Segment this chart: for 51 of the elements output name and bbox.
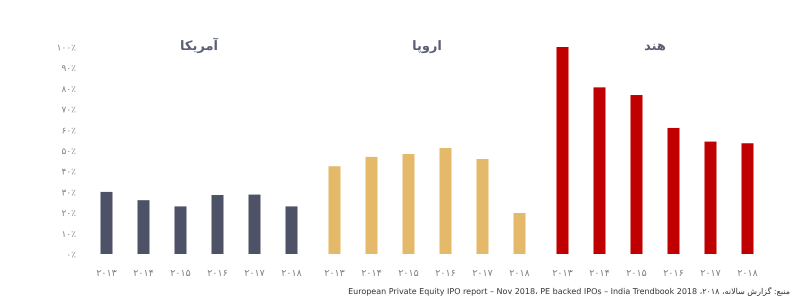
- bar: [402, 154, 414, 254]
- bar: [742, 143, 754, 254]
- text: منبع: گزارش سالانه، ۲۰۱۸، European Private Equity IPO report – Nov 2018، PE backed IPOs – India Trendbook 2018: [348, 286, 790, 296]
- x-tick-label: ۲۰۱۳: [552, 268, 573, 279]
- x-tick-label: ۲۰۱۷: [472, 268, 493, 279]
- bar: [594, 87, 606, 254]
- x-tick-label: ۲۰۱۸: [737, 268, 758, 279]
- x-tick-label: ۲۰۱۸: [509, 268, 530, 279]
- x-tick-label: ۲۰۱۴: [361, 268, 382, 279]
- y-tick-label: ۳۰٪: [61, 188, 76, 198]
- x-tick-label: ۲۰۱۵: [170, 268, 191, 279]
- x-tick-label: ۲۰۱۳: [96, 268, 117, 279]
- y-tick-label: ۱۰٪: [61, 230, 76, 240]
- bar: [440, 148, 452, 254]
- x-tick-label: ۲۰۱۷: [700, 268, 721, 279]
- chart-title: آمریکا: [180, 37, 218, 54]
- bar: [100, 192, 112, 254]
- bar: [476, 158, 488, 254]
- bar: [514, 213, 526, 254]
- bar: [138, 200, 150, 254]
- bar: [366, 156, 378, 254]
- x-tick-label: ۲۰۱۷: [244, 268, 265, 279]
- bar: [248, 194, 260, 254]
- y-tick-label: ۷۰٪: [61, 106, 76, 116]
- bar: [704, 142, 716, 254]
- y-tick-label: ۸۰٪: [61, 84, 76, 95]
- x-tick-label: ۲۰۱۴: [589, 268, 610, 279]
- x-tick-label: ۲۰۱۵: [626, 268, 647, 279]
- x-tick-label: ۲۰۱۵: [398, 268, 419, 279]
- bar: [286, 206, 298, 254]
- y-tick-label: ۵۰٪: [61, 147, 76, 157]
- y-tick-label: ۹۰٪: [61, 64, 76, 74]
- y-tick-label: ۱۰۰٪: [56, 44, 76, 54]
- x-tick-label: ۲۰۱۶: [663, 268, 684, 279]
- bar: [668, 128, 680, 254]
- x-tick-label: ۲۰۱۶: [207, 268, 228, 279]
- bar: [328, 166, 340, 254]
- y-tick-label: ۴۰٪: [61, 168, 76, 178]
- bar: [174, 206, 186, 254]
- x-tick-label: ۲۰۱۸: [281, 268, 302, 279]
- bar: [212, 195, 224, 254]
- x-tick-label: ۲۰۱۴: [133, 268, 154, 279]
- x-tick-label: ۲۰۱۶: [435, 268, 456, 279]
- x-tick-label: ۲۰۱۳: [324, 268, 345, 279]
- chart-title: هند: [644, 39, 666, 54]
- chart-title: اروپا: [412, 39, 442, 54]
- y-tick-label: ۰٪: [66, 250, 76, 260]
- bar: [630, 95, 642, 254]
- y-tick-label: ۶۰٪: [61, 126, 76, 136]
- y-tick-label: ۲۰٪: [61, 209, 76, 220]
- bar: [556, 47, 568, 254]
